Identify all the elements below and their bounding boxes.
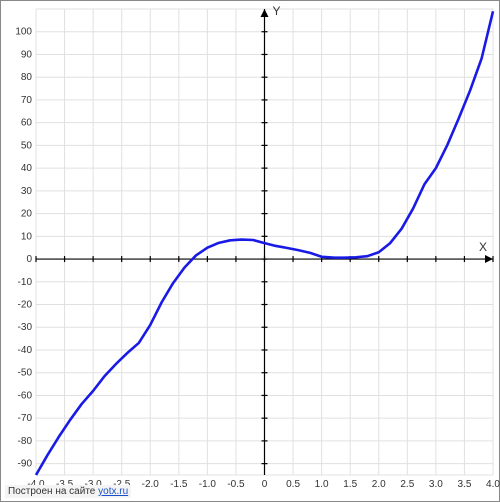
y-tick-label: -20 <box>18 300 33 311</box>
y-tick-label: -80 <box>18 436 33 447</box>
cubic-chart: -4.0-3.5-3.0-2.5-2.0-1.5-1.0-0.500.51.01… <box>1 1 500 503</box>
x-tick-label: 0 <box>262 479 268 490</box>
y-tick-label: 50 <box>21 140 33 151</box>
y-tick-label: -10 <box>18 277 33 288</box>
y-tick-label: 60 <box>21 118 33 129</box>
credit-link[interactable]: yotx.ru <box>98 486 128 497</box>
y-tick-label: 70 <box>21 95 33 106</box>
y-tick-label: -60 <box>18 390 33 401</box>
credit-prefix: Построен на сайте <box>8 486 98 497</box>
y-axis-label: Y <box>273 4 281 18</box>
x-tick-label: 1.0 <box>315 479 329 490</box>
x-tick-label: 3.0 <box>429 479 443 490</box>
x-axis-label: X <box>479 240 487 254</box>
x-tick-label: 2.5 <box>400 479 414 490</box>
y-tick-label: -70 <box>18 413 33 424</box>
y-tick-label: -50 <box>18 368 33 379</box>
y-tick-label: -30 <box>18 322 33 333</box>
y-tick-label: -90 <box>18 459 33 470</box>
y-tick-label: 80 <box>21 72 33 83</box>
x-tick-label: -2.0 <box>142 479 160 490</box>
x-tick-label: 4.0 <box>486 479 500 490</box>
x-tick-label: -0.5 <box>227 479 245 490</box>
x-tick-label: 2.0 <box>372 479 386 490</box>
x-tick-label: 0.5 <box>286 479 300 490</box>
y-tick-label: 30 <box>21 186 33 197</box>
y-tick-label: 90 <box>21 49 33 60</box>
y-tick-label: 0 <box>26 254 32 265</box>
chart-container: -4.0-3.5-3.0-2.5-2.0-1.5-1.0-0.500.51.01… <box>0 0 500 502</box>
y-tick-label: 40 <box>21 163 33 174</box>
x-tick-label: -1.5 <box>170 479 188 490</box>
y-tick-label: 10 <box>21 231 33 242</box>
x-tick-label: 1.5 <box>343 479 357 490</box>
x-tick-label: -1.0 <box>199 479 217 490</box>
y-tick-label: 100 <box>15 27 32 38</box>
credit-line: Построен на сайте yotx.ru <box>5 485 131 498</box>
x-tick-label: 3.5 <box>457 479 471 490</box>
y-tick-label: -40 <box>18 345 33 356</box>
y-tick-label: 20 <box>21 209 33 220</box>
